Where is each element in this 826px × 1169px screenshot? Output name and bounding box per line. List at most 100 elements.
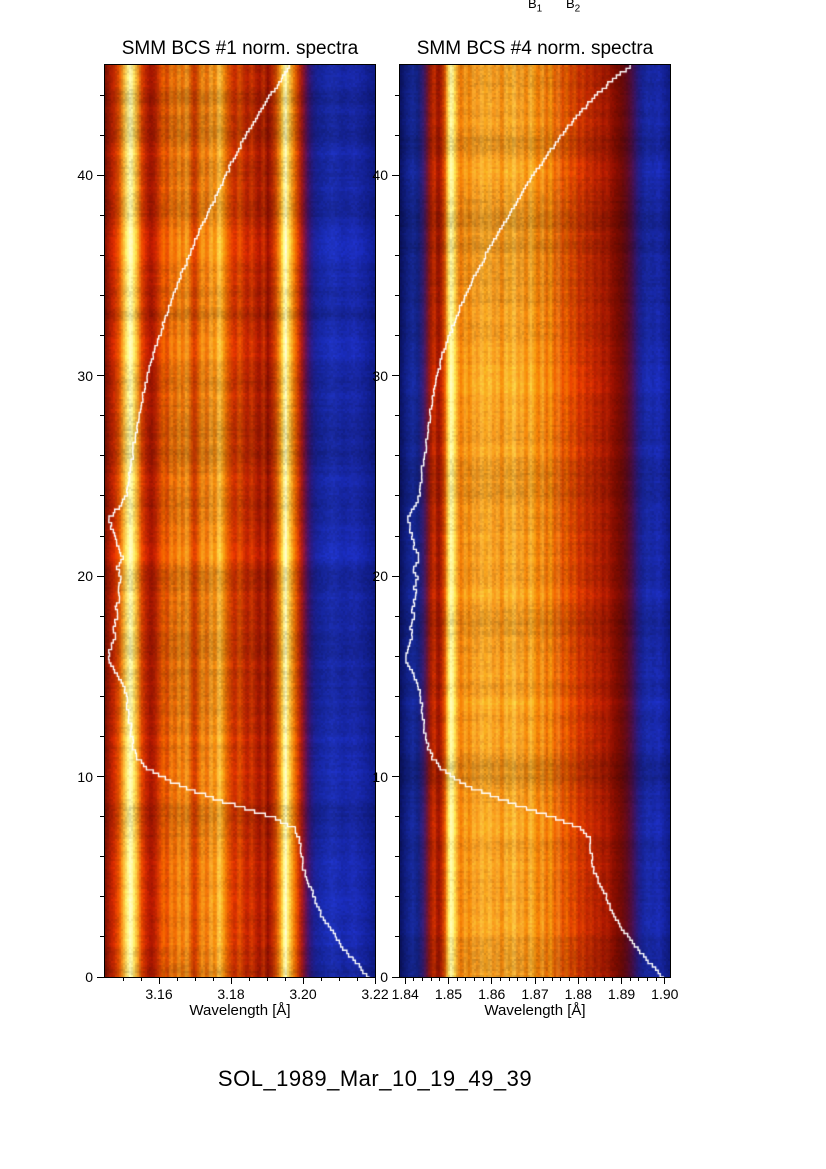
- x-minor-tick: [603, 977, 605, 981]
- heatmap-canvas-bcs4: [400, 65, 670, 977]
- y-minor-tick: [395, 94, 399, 96]
- y-tick: [97, 575, 104, 577]
- y-tick: [97, 174, 104, 176]
- y-minor-tick: [395, 495, 399, 497]
- y-minor-tick: [395, 254, 399, 256]
- x-minor-tick: [638, 977, 640, 981]
- heatmap-canvas-bcs1: [105, 65, 375, 977]
- y-minor-tick: [100, 134, 104, 136]
- panel-border-bcs4: [399, 64, 671, 978]
- panel-title-bcs4: SMM BCS #4 norm. spectra: [416, 38, 654, 59]
- x-minor-tick: [430, 977, 432, 981]
- x-minor-tick: [595, 977, 597, 981]
- y-tick-label: 20: [77, 568, 93, 585]
- x-axis-label-bcs1: Wavelength [Å]: [189, 1002, 291, 1019]
- top-annotation-b2: B2: [566, 0, 580, 15]
- y-minor-tick: [395, 735, 399, 737]
- x-minor-tick: [508, 977, 510, 981]
- x-minor-tick: [543, 977, 545, 981]
- x-tick-label: 3.20: [289, 986, 317, 1002]
- y-minor-tick: [395, 415, 399, 417]
- y-tick-label: 20: [372, 568, 388, 585]
- x-minor-tick: [439, 977, 441, 981]
- x-tick-label: 1.90: [651, 986, 679, 1002]
- y-minor-tick: [100, 94, 104, 96]
- x-minor-tick: [569, 977, 571, 981]
- x-minor-tick: [551, 977, 553, 981]
- x-minor-tick: [655, 977, 657, 981]
- y-minor-tick: [395, 816, 399, 818]
- y-minor-tick: [100, 535, 104, 537]
- x-minor-tick: [320, 977, 322, 981]
- y-minor-tick: [100, 896, 104, 898]
- y-minor-tick: [100, 415, 104, 417]
- y-minor-tick: [395, 335, 399, 337]
- x-tick-label: 1.87: [521, 986, 549, 1002]
- x-tick: [302, 977, 304, 984]
- y-tick: [392, 174, 399, 176]
- x-tick-label: 1.89: [607, 986, 636, 1002]
- x-tick-label: 1.84: [391, 986, 419, 1002]
- y-tick-label: 0: [380, 969, 388, 985]
- x-minor-tick: [612, 977, 614, 981]
- y-tick-label: 10: [372, 768, 388, 785]
- y-minor-tick: [395, 655, 399, 657]
- x-tick: [534, 977, 536, 984]
- y-tick: [97, 776, 104, 778]
- x-minor-tick: [122, 977, 124, 981]
- x-minor-tick: [499, 977, 501, 981]
- x-minor-tick: [284, 977, 286, 981]
- x-tick: [621, 977, 623, 984]
- y-tick: [392, 976, 399, 978]
- y-minor-tick: [100, 816, 104, 818]
- y-minor-tick: [395, 615, 399, 617]
- x-minor-tick: [176, 977, 178, 981]
- x-tick-label: 1.85: [434, 986, 463, 1002]
- y-tick: [392, 575, 399, 577]
- x-tick-label: 1.88: [564, 986, 592, 1002]
- top-annotation-b1-base: B: [528, 0, 537, 11]
- x-minor-tick: [586, 977, 588, 981]
- panel-border-bcs1: [104, 64, 376, 978]
- top-annotation-b1-sub: 1: [536, 3, 543, 15]
- x-axis-label-bcs4: Wavelength [Å]: [484, 1002, 586, 1019]
- y-minor-tick: [100, 214, 104, 216]
- y-minor-tick: [100, 495, 104, 497]
- y-tick: [97, 976, 104, 978]
- y-minor-tick: [100, 936, 104, 938]
- x-minor-tick: [413, 977, 415, 981]
- x-minor-tick: [422, 977, 423, 981]
- x-tick: [664, 977, 666, 984]
- x-tick: [374, 977, 376, 984]
- y-minor-tick: [395, 896, 399, 898]
- y-tick-label: 0: [85, 969, 93, 985]
- x-minor-tick: [356, 977, 358, 981]
- y-tick: [392, 375, 399, 377]
- x-minor-tick: [482, 977, 484, 981]
- x-minor-tick: [525, 977, 527, 981]
- x-tick: [447, 977, 449, 984]
- x-tick: [491, 977, 493, 984]
- x-tick: [577, 977, 579, 984]
- x-minor-tick: [647, 977, 648, 981]
- x-minor-tick: [629, 977, 631, 981]
- y-tick-label: 30: [77, 367, 93, 384]
- x-minor-tick: [517, 977, 519, 981]
- y-minor-tick: [100, 455, 104, 457]
- y-minor-tick: [100, 295, 104, 296]
- x-minor-tick: [194, 977, 196, 981]
- y-minor-tick: [395, 936, 399, 938]
- y-minor-tick: [395, 535, 399, 537]
- y-tick: [392, 776, 399, 778]
- x-tick: [158, 977, 160, 984]
- y-minor-tick: [100, 335, 104, 337]
- y-minor-tick: [100, 695, 104, 697]
- y-minor-tick: [100, 254, 104, 256]
- x-minor-tick: [248, 977, 250, 981]
- y-minor-tick: [395, 695, 399, 697]
- x-tick-label: 3.18: [217, 986, 245, 1002]
- x-minor-tick: [473, 977, 475, 981]
- x-tick: [230, 977, 232, 984]
- y-minor-tick: [100, 655, 104, 657]
- x-tick-label: 3.16: [145, 986, 173, 1002]
